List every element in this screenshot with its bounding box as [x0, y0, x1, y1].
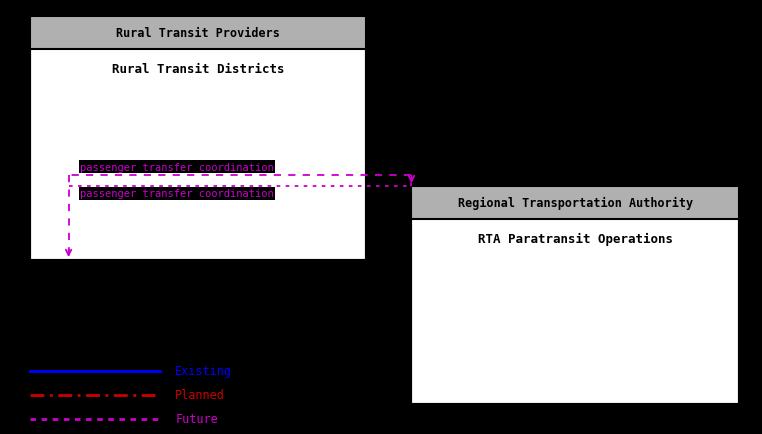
Text: Existing: Existing [175, 365, 232, 378]
Bar [411, 187, 739, 404]
Text: RTA Paratransit Operations: RTA Paratransit Operations [478, 232, 673, 245]
Bar [411, 187, 739, 219]
Text: Regional Transportation Authority: Regional Transportation Authority [458, 196, 693, 210]
Text: Planned: Planned [175, 388, 225, 401]
Bar [30, 17, 366, 260]
Text: passenger transfer coordination: passenger transfer coordination [80, 162, 274, 172]
Bar [411, 187, 739, 404]
Text: Future: Future [175, 412, 218, 425]
Bar [30, 17, 366, 260]
Text: Rural Transit Districts: Rural Transit Districts [112, 63, 284, 76]
Text: Rural Transit Providers: Rural Transit Providers [116, 27, 280, 40]
Text: passenger transfer coordination: passenger transfer coordination [80, 189, 274, 199]
Bar [30, 17, 366, 50]
